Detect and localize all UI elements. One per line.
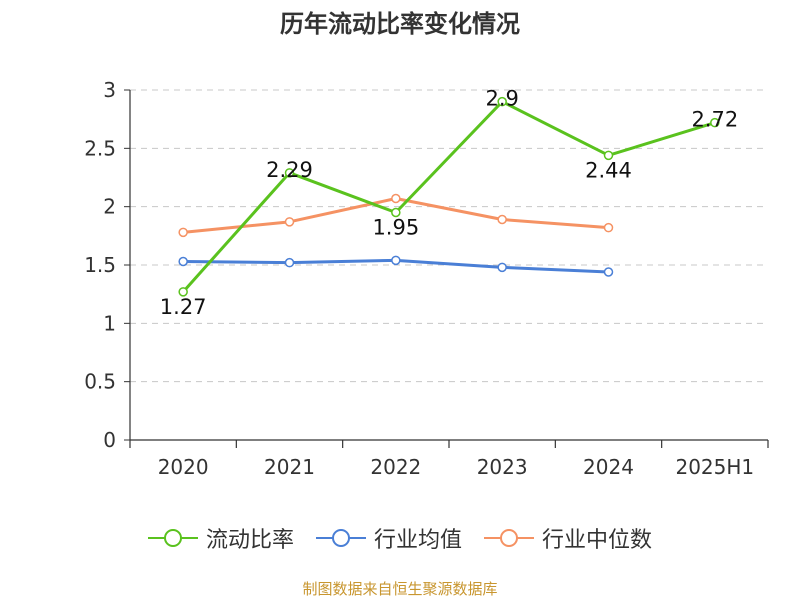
data-point[interactable] [178, 287, 188, 297]
legend-label: 行业中位数 [542, 528, 653, 553]
data-point[interactable] [497, 262, 507, 273]
grid-lines [130, 89, 768, 383]
data-point[interactable] [391, 207, 401, 218]
chart-title: 历年流动比率变化情况 [280, 10, 520, 38]
series-lines [178, 96, 720, 297]
data-point[interactable] [391, 193, 401, 204]
legend-item-industry-mean[interactable]: 行业均值 [315, 522, 462, 554]
legend-line-icon [484, 529, 534, 547]
data-label: 2.44 [585, 158, 632, 182]
data-point[interactable] [284, 257, 295, 268]
legend-item-current-ratio[interactable]: 流动比率 [147, 522, 294, 554]
axes: 0 0.5 1 1.5 2 2.5 3 2020 2021 2022 2023 2024 2025H1 [84, 78, 769, 479]
data-point[interactable] [497, 96, 507, 107]
legend-line-icon [315, 529, 366, 547]
data-label: 2.9 [485, 87, 518, 111]
data-point[interactable] [603, 222, 614, 233]
legend-item-industry-median[interactable]: 行业中位数 [484, 522, 652, 554]
data-label: 1.27 [160, 295, 207, 319]
data-point[interactable] [603, 150, 614, 161]
series-line [182, 100, 716, 293]
x-tick-label: 2022 [370, 455, 421, 479]
x-tick-label: 2020 [158, 455, 209, 479]
legend-line-icon [147, 529, 198, 547]
data-point[interactable] [603, 267, 614, 277]
x-tick-label: 2024 [583, 455, 634, 479]
data-label: 1.95 [372, 216, 419, 240]
y-tick-label: 2.5 [84, 136, 116, 160]
data-labels: 1.27 2.29 1.95 2.9 2.44 2.72 [160, 87, 738, 319]
legend-label: 流动比率 [205, 528, 294, 553]
y-tick-label: 0 [103, 428, 116, 452]
y-tick-label: 2 [103, 195, 116, 219]
data-point[interactable] [178, 256, 188, 267]
legend-label: 行业均值 [373, 528, 462, 553]
y-tick-label: 3 [103, 78, 116, 102]
source-note: 制图数据来自恒生聚源数据库 [302, 580, 498, 598]
x-tick-label: 2025H1 [675, 455, 754, 479]
x-tick-label: 2021 [264, 455, 315, 479]
data-label: 2.72 [691, 108, 738, 132]
y-tick-label: 1 [103, 311, 116, 335]
data-point[interactable] [497, 214, 507, 225]
y-tick-label: 0.5 [84, 370, 116, 394]
data-point[interactable] [284, 217, 295, 227]
y-tick-label: 1.5 [84, 253, 116, 277]
x-tick-label: 2023 [477, 455, 528, 479]
data-point[interactable] [391, 255, 401, 266]
legend: 流动比率 行业均值 行业中位数 [0, 518, 800, 558]
data-point[interactable] [178, 227, 188, 238]
data-point[interactable] [284, 168, 295, 178]
data-label: 2.29 [266, 158, 313, 182]
data-point[interactable] [710, 117, 720, 128]
